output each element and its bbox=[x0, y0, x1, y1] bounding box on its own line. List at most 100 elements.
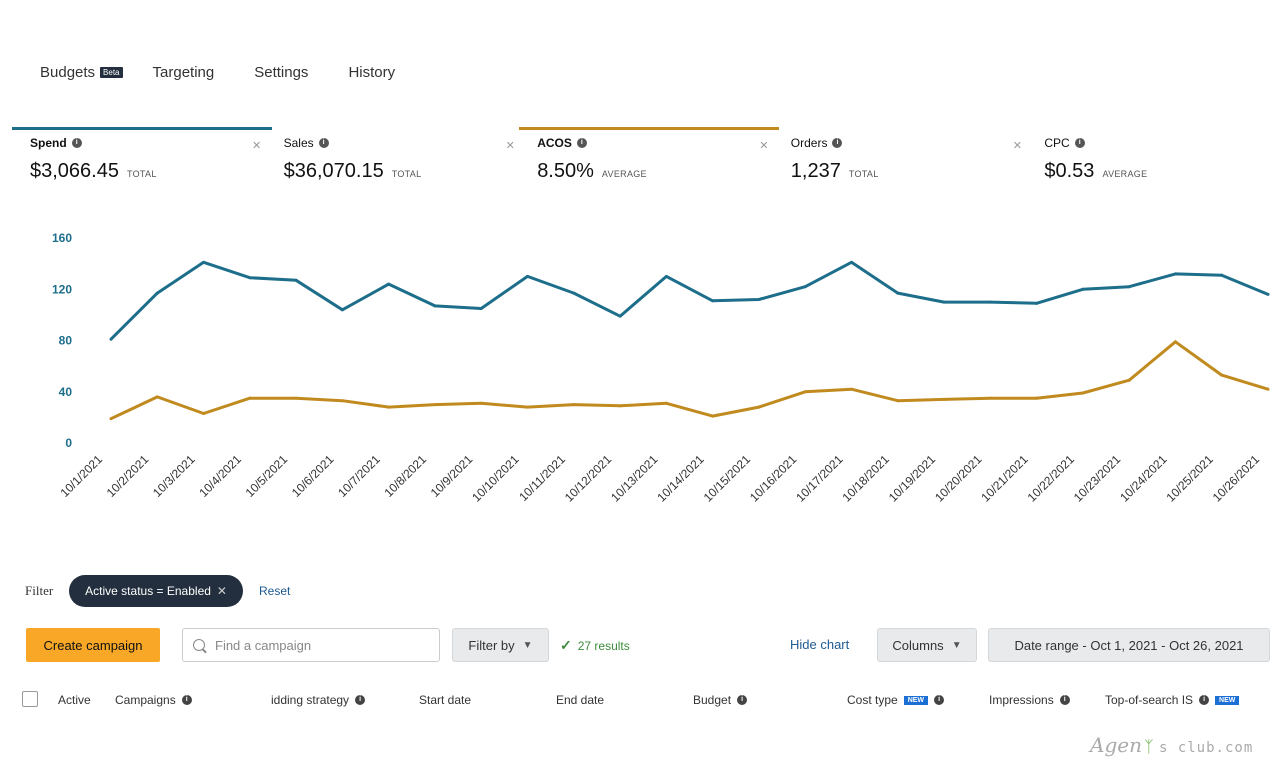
close-icon[interactable]: ✕ bbox=[252, 140, 262, 152]
metric-unit: AVERAGE bbox=[1102, 169, 1148, 179]
data-point bbox=[1266, 387, 1270, 391]
x-tick-label: 10/15/2021 bbox=[701, 452, 754, 505]
data-point bbox=[155, 291, 159, 295]
watermark-text: s club.com bbox=[1158, 740, 1254, 756]
metric-card-acos[interactable]: ACOS i 8.50% AVERAGE ✕ bbox=[519, 127, 780, 197]
new-badge: NEW bbox=[903, 695, 929, 705]
data-point bbox=[109, 337, 113, 341]
x-tick-label: 10/24/2021 bbox=[1117, 452, 1170, 505]
tab-settings[interactable]: Settings bbox=[254, 64, 308, 81]
info-icon[interactable]: i bbox=[576, 138, 587, 148]
column-header-end-date[interactable]: End date bbox=[556, 693, 604, 707]
filter-by-dropdown[interactable]: Filter by ▼ bbox=[452, 628, 549, 662]
data-point bbox=[664, 274, 668, 278]
data-point bbox=[1127, 378, 1131, 382]
metric-value: $36,070.15 bbox=[283, 160, 384, 182]
performance-chart: 0 40 80 120 160 10/1/2021 10/2/2021 10/3/2021 10… bbox=[0, 222, 1280, 522]
y-tick-label: 80 bbox=[59, 334, 73, 348]
info-icon[interactable]: i bbox=[355, 695, 366, 705]
x-tick-label: 10/7/2021 bbox=[335, 452, 383, 500]
x-tick-label: 10/13/2021 bbox=[608, 452, 661, 505]
data-point bbox=[1173, 272, 1177, 276]
y-tick-label: 120 bbox=[52, 282, 72, 296]
search-input[interactable] bbox=[215, 637, 425, 653]
select-all-checkbox[interactable] bbox=[22, 691, 38, 707]
data-point bbox=[109, 417, 113, 421]
info-icon[interactable]: i bbox=[1074, 138, 1085, 148]
campaign-toolbar: Create campaign Filter by ▼ ✓ 27 results H… bbox=[0, 628, 1280, 664]
info-icon[interactable]: i bbox=[1199, 695, 1210, 705]
tab-budgets[interactable]: Budgets Beta bbox=[40, 64, 123, 81]
x-tick-label: 10/9/2021 bbox=[428, 452, 476, 500]
info-icon[interactable]: i bbox=[934, 695, 945, 705]
data-point bbox=[526, 405, 530, 409]
spend-series-line bbox=[109, 260, 1269, 341]
close-icon[interactable]: ✕ bbox=[759, 140, 769, 152]
check-icon: ✓ bbox=[560, 637, 572, 653]
close-icon[interactable]: ✕ bbox=[1012, 140, 1022, 152]
data-point bbox=[479, 401, 483, 405]
metric-card-spend[interactable]: Spend i $3,066.45 TOTAL ✕ bbox=[12, 127, 272, 197]
data-point bbox=[248, 396, 252, 400]
info-icon[interactable]: i bbox=[832, 138, 843, 148]
new-badge: NEW bbox=[1215, 695, 1240, 705]
x-tick-label: 10/17/2021 bbox=[793, 452, 846, 505]
x-tick-label: 10/2/2021 bbox=[104, 452, 152, 500]
tab-history[interactable]: History bbox=[348, 64, 395, 81]
data-point bbox=[202, 260, 206, 264]
data-point bbox=[248, 276, 252, 280]
data-point bbox=[618, 314, 622, 318]
column-label: Active bbox=[58, 693, 91, 707]
data-point bbox=[340, 399, 344, 403]
data-point bbox=[757, 298, 761, 301]
metric-card-sales[interactable]: Sales i $36,070.15 TOTAL ✕ bbox=[266, 127, 520, 197]
column-header-budget[interactable]: Budget i bbox=[693, 693, 748, 707]
data-point bbox=[1173, 340, 1177, 344]
x-tick-label: 10/6/2021 bbox=[289, 452, 337, 500]
column-header-active[interactable]: Active bbox=[58, 693, 91, 707]
hide-chart-link[interactable]: Hide chart bbox=[790, 637, 850, 652]
person-icon: ᛉ bbox=[1143, 737, 1154, 756]
metric-value: $0.53 bbox=[1044, 160, 1095, 182]
data-point bbox=[711, 299, 715, 303]
column-label: End date bbox=[556, 693, 605, 707]
data-point bbox=[988, 396, 992, 400]
y-tick-label: 40 bbox=[59, 385, 73, 399]
info-icon[interactable]: i bbox=[318, 138, 329, 148]
column-header-impressions[interactable]: Impressions i bbox=[989, 693, 1070, 707]
reset-link[interactable]: Reset bbox=[258, 584, 291, 598]
column-header-top-of-search-is[interactable]: Top-of-search IS i NEW bbox=[1105, 693, 1240, 707]
column-header-campaigns[interactable]: Campaigns i bbox=[115, 693, 192, 707]
column-header-bidding-strategy[interactable]: idding strategy i bbox=[271, 693, 366, 707]
columns-dropdown[interactable]: Columns ▼ bbox=[877, 628, 977, 662]
column-header-start-date[interactable]: Start date bbox=[419, 693, 471, 707]
tab-targeting[interactable]: Targeting bbox=[153, 64, 215, 81]
search-box[interactable] bbox=[182, 628, 440, 662]
tab-label: History bbox=[348, 64, 396, 81]
metric-card-orders[interactable]: Orders i 1,237 TOTAL ✕ bbox=[773, 127, 1027, 197]
data-point bbox=[1035, 396, 1039, 400]
info-icon[interactable]: i bbox=[181, 695, 192, 705]
filter-chip-active-status[interactable]: Active status = Enabled ✕ bbox=[69, 575, 243, 607]
metric-card-cpc[interactable]: CPC i $0.53 AVERAGE bbox=[1026, 127, 1280, 197]
data-point bbox=[896, 399, 900, 403]
create-campaign-button[interactable]: Create campaign bbox=[26, 628, 160, 662]
info-icon[interactable]: i bbox=[71, 138, 82, 148]
info-icon[interactable]: i bbox=[1059, 695, 1070, 705]
watermark-text: Agen bbox=[1090, 733, 1142, 757]
data-point bbox=[526, 274, 530, 278]
dropdown-label: Columns bbox=[892, 637, 944, 653]
metric-label: Sales bbox=[283, 136, 314, 150]
data-point bbox=[803, 390, 807, 394]
column-header-cost-type[interactable]: Cost type NEW i bbox=[847, 693, 945, 707]
close-icon[interactable]: ✕ bbox=[505, 140, 515, 152]
info-icon[interactable]: i bbox=[737, 695, 748, 705]
filter-row: Filter Active status = Enabled ✕ Reset bbox=[25, 575, 290, 607]
x-tick-label: 10/4/2021 bbox=[196, 452, 244, 500]
close-icon[interactable]: ✕ bbox=[216, 584, 227, 598]
metric-label: CPC bbox=[1044, 136, 1070, 150]
column-label: Cost type bbox=[847, 693, 898, 707]
x-tick-label: 10/26/2021 bbox=[1210, 452, 1263, 505]
x-tick-label: 10/16/2021 bbox=[747, 452, 800, 505]
date-range-button[interactable]: Date range - Oct 1, 2021 - Oct 26, 2021 bbox=[988, 628, 1270, 662]
